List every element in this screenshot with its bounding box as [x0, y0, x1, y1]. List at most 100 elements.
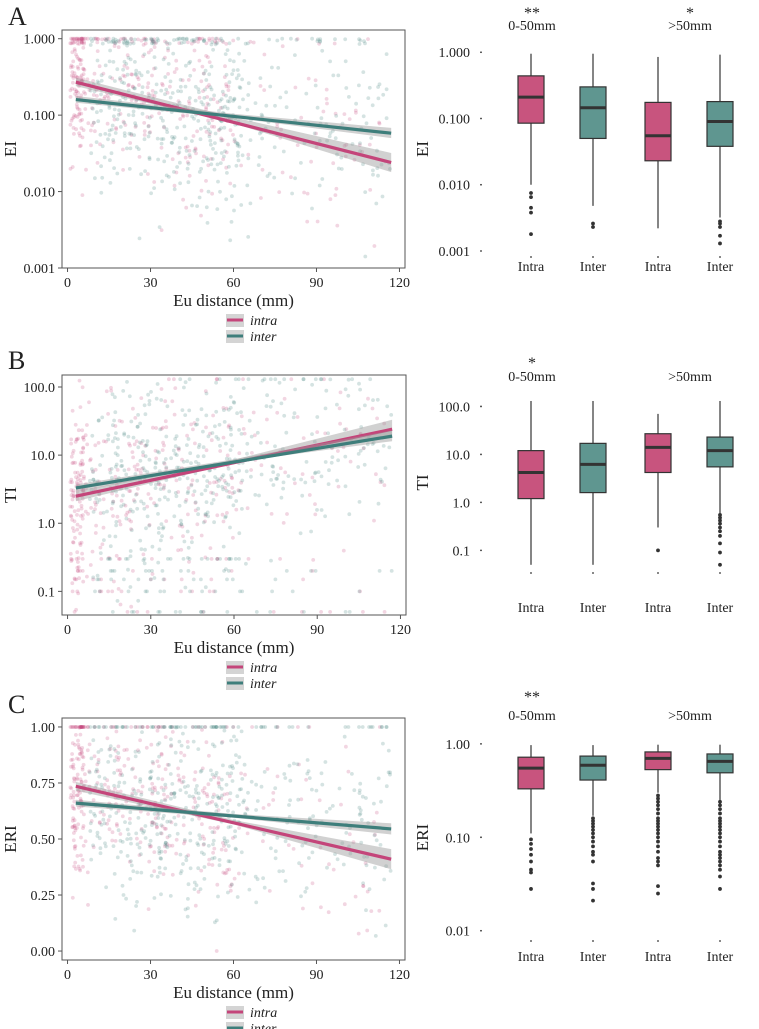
data-point-intra: [88, 458, 92, 463]
data-point-intra: [224, 42, 229, 46]
data-point-inter: [190, 38, 194, 43]
data-point-intra: [133, 125, 138, 129]
data-point-inter: [209, 142, 213, 147]
y-tick-label: 0.00: [31, 945, 56, 960]
data-point-inter: [138, 440, 142, 445]
data-point-inter: [225, 610, 230, 614]
data-point-intra: [79, 779, 84, 784]
data-point-intra: [205, 794, 210, 799]
data-point-intra: [187, 560, 191, 564]
data-point-intra: [170, 730, 175, 734]
data-point-intra: [137, 155, 142, 159]
x-tick-dot: [657, 940, 659, 942]
data-point-inter: [110, 501, 115, 506]
data-point-intra: [77, 84, 81, 88]
data-point-intra: [156, 482, 161, 487]
data-point-inter: [182, 124, 187, 129]
data-point-intra: [74, 52, 78, 57]
data-point-intra: [75, 854, 80, 858]
data-point-intra: [122, 748, 127, 752]
data-point-inter: [140, 725, 145, 729]
data-point-intra: [203, 725, 208, 729]
data-point-intra: [162, 826, 167, 831]
data-point-inter: [162, 460, 166, 465]
data-point-intra: [80, 462, 85, 467]
data-point-intra: [75, 776, 79, 780]
data-point-inter: [379, 162, 384, 167]
data-point-inter: [174, 494, 179, 499]
data-point-inter: [343, 610, 348, 614]
data-point-intra: [105, 821, 109, 826]
data-point-inter: [118, 76, 122, 81]
data-point-inter: [100, 41, 105, 46]
data-point-intra: [76, 565, 81, 570]
data-point-inter: [122, 432, 127, 437]
data-point-inter: [361, 881, 365, 886]
data-point-inter: [210, 742, 215, 747]
data-point-inter: [199, 126, 203, 131]
data-point-inter: [287, 815, 292, 819]
plot-area: [68, 377, 394, 614]
data-point-intra: [213, 39, 218, 44]
data-point-inter: [163, 75, 168, 79]
data-point-inter: [172, 170, 176, 174]
data-point-intra: [246, 152, 251, 157]
data-point-inter: [221, 473, 226, 477]
data-point-intra: [79, 36, 84, 41]
data-point-inter: [386, 748, 391, 753]
data-point-intra: [180, 78, 185, 83]
data-point-intra: [248, 39, 253, 44]
data-point-inter: [227, 99, 232, 104]
data-point-intra: [119, 589, 124, 594]
data-point-inter: [156, 725, 161, 729]
data-point-inter: [232, 97, 237, 102]
data-point-intra: [72, 519, 77, 524]
data-point-inter: [383, 466, 388, 471]
data-point-inter: [223, 149, 227, 154]
data-point-intra: [77, 499, 82, 504]
data-point-inter: [212, 856, 217, 860]
data-point-inter: [133, 725, 138, 729]
data-point-inter: [366, 821, 371, 825]
data-point-intra: [307, 725, 312, 729]
data-point-inter: [227, 457, 232, 461]
box-inter-inter: Inter: [706, 400, 734, 616]
data-point-intra: [161, 425, 165, 430]
data-point-intra: [170, 725, 175, 729]
data-point-inter: [112, 569, 117, 573]
data-point-intra: [78, 405, 83, 409]
data-point-intra: [102, 96, 107, 101]
data-point-intra: [110, 76, 115, 81]
data-point-inter: [217, 108, 221, 113]
data-point-intra: [360, 149, 364, 154]
outlier-point: [718, 534, 722, 538]
data-point-inter: [115, 171, 120, 176]
data-point-intra: [135, 492, 139, 496]
data-point-intra: [70, 480, 74, 485]
data-point-intra: [148, 577, 153, 582]
x-tick-label: 30: [144, 968, 158, 983]
data-point-inter: [155, 36, 160, 41]
data-point-intra: [327, 862, 331, 867]
data-point-intra: [82, 40, 86, 44]
outlier-point: [591, 221, 595, 226]
data-point-intra: [83, 509, 88, 514]
panel-letter: C: [8, 690, 25, 719]
outlier-point: [656, 844, 660, 849]
group-label: >50mm: [668, 709, 712, 724]
data-point-intra: [162, 443, 166, 448]
data-point-intra: [80, 725, 84, 729]
y-tick-label: 1.000: [439, 46, 471, 61]
data-point-intra: [71, 762, 76, 767]
data-point-inter: [388, 869, 393, 873]
data-point-inter: [384, 864, 388, 868]
outlier-point: [529, 232, 533, 236]
data-point-intra: [366, 396, 370, 401]
data-point-inter: [344, 86, 349, 90]
data-point-intra: [259, 463, 264, 468]
data-point-inter: [144, 526, 148, 531]
data-point-intra: [190, 478, 195, 483]
data-point-intra: [139, 827, 144, 831]
data-point-inter: [99, 748, 104, 752]
data-point-inter: [92, 89, 97, 94]
